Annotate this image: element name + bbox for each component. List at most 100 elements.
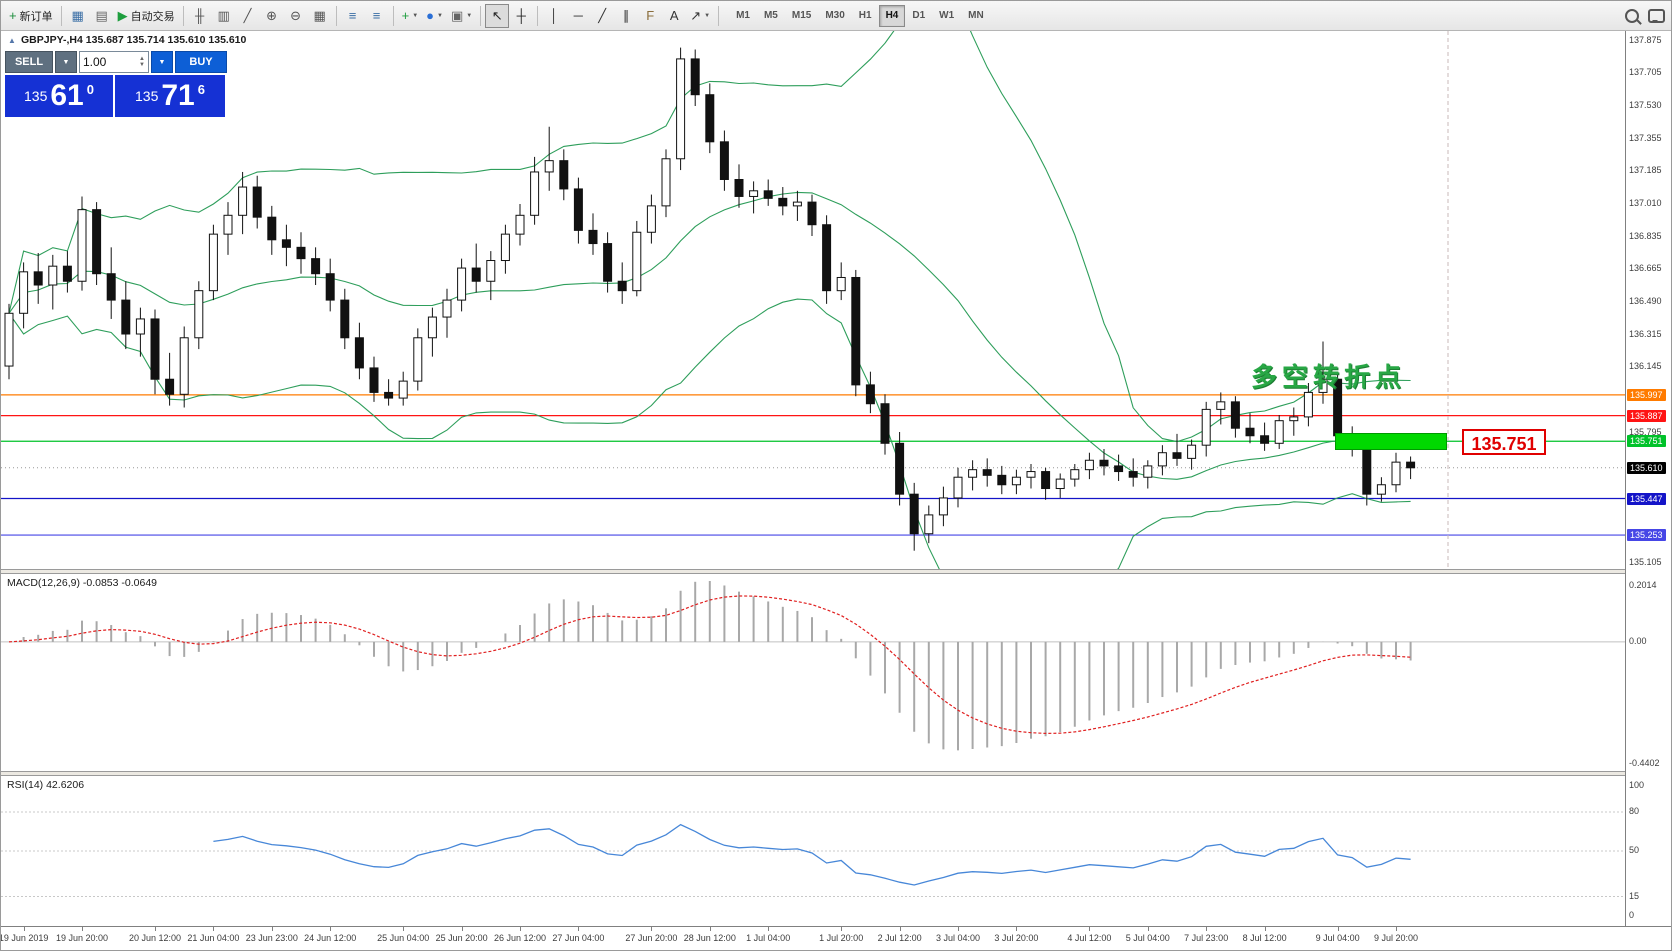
zoom-in-icon: ⊕ [266,8,278,23]
time-tick [1147,927,1149,931]
time-scale[interactable]: 19 Jun 2019 19 Jun 20:00 20 Jun 12:00 21 Ju… [1,926,1671,948]
search-button[interactable] [1620,4,1644,28]
time-label: 20 Jun 12:00 [128,933,182,943]
time-label: 25 Jun 04:00 [377,933,430,943]
time-tick [82,927,83,931]
time-label: 23 Jun 23:00 [245,933,298,943]
zoom-in-button[interactable]: ⊕ [260,4,284,28]
one-click-toggle-icon[interactable]: ▲ [8,36,16,45]
timeframe-m30-button[interactable]: M30 [818,5,851,27]
timeframe-w1-button[interactable]: W1 [932,5,961,27]
profiles-button[interactable]: ▤ [90,4,114,28]
rsi-header: RSI(14) 42.6206 [7,779,85,791]
horizontal-line-button[interactable]: ─ [566,4,590,28]
time-tick [461,927,463,931]
sort-asc-button[interactable]: ≡ [341,4,365,28]
channel-button[interactable]: ∥ [614,4,638,28]
chevron-down-icon: ▼ [412,12,419,19]
arrows-button[interactable]: ↗ ▼ [686,4,714,28]
sell-price-quote[interactable]: 135 61 0 [5,75,113,117]
price-tick: 136.835 [1629,230,1662,241]
time-label: 2 Jul 12:00 [877,933,922,943]
trendline-button[interactable]: ╱ [590,4,614,28]
sort-desc-button[interactable]: ≡ [365,4,389,28]
timeframe-h4-button[interactable]: H4 [878,4,906,27]
highlight-zone[interactable] [1335,433,1447,450]
chart-annotation[interactable]: 多空转折点 [1251,362,1407,392]
time-label: 4 Jul 12:00 [1067,933,1112,943]
price-scale[interactable]: 137.875 137.705 137.530 137.355 137.185 137.0… [1625,31,1671,948]
time-label: 24 Jun 12:00 [304,933,357,943]
objects-button[interactable]: ▣ ▼ [447,4,476,28]
price-tick: 137.185 [1629,165,1662,176]
timeframe-m5-button[interactable]: M5 [757,5,785,27]
fibonacci-icon: F [646,8,655,23]
time-label: 1 Jul 04:00 [746,933,791,943]
rsi-scale-tick: 100 [1629,780,1645,790]
rsi-scale-tick: 80 [1629,806,1640,816]
volume-input[interactable]: 1.00 ▲ ▼ [79,51,149,73]
charts-icon: ▦ [71,8,84,23]
timeframe-m1-button[interactable]: M1 [729,5,757,27]
fibonacci-button[interactable]: F [638,4,662,28]
time-label: 3 Jul 20:00 [994,933,1039,943]
timeframe-d1-button[interactable]: D1 [905,5,932,27]
charts-button[interactable]: ▦ [66,4,90,28]
time-tick [23,927,25,931]
crosshair-button[interactable]: ┼ [509,4,533,28]
time-tick [1089,927,1091,931]
new-order-button[interactable]: + 新订单 [5,4,57,28]
panel-divider[interactable] [1,771,1671,776]
time-tick [1264,927,1266,931]
sell-button[interactable]: SELL [5,51,53,73]
timeframe-m15-button[interactable]: M15 [785,5,818,27]
panel-divider[interactable] [1,569,1671,574]
toolbar-buttons: ▦ ▤ ▶ 自动交易 ╫ ▥ ╱ ⊕ ⊖ ▦ ≡ ≡ + ▼ ● ▼ ▣ ▼ ↖ ┼ │ ─ ╱ ∥ F A ↗ ▼ [66,3,714,28]
profiles-icon: ▤ [95,8,108,23]
toolbar-separator [335,5,337,26]
channel-icon: ∥ [622,8,630,23]
tile-windows-button[interactable]: ▦ [308,4,332,28]
bar-chart-button[interactable]: ╫ [188,4,212,28]
toolbar-separator [718,5,720,26]
buy-dropdown[interactable]: ▼ [151,51,173,73]
time-label: 21 Jun 04:00 [187,933,240,943]
timeframe-mn-button[interactable]: MN [961,5,991,27]
horizontal-line-icon: ─ [573,8,583,23]
buy-button[interactable]: BUY [175,51,227,73]
toolbar-separator [537,5,539,26]
candlestick-chart[interactable] [1,31,1627,569]
sort-asc-icon: ≡ [348,8,357,23]
auto-trading-label: 自动交易 [130,10,175,23]
level-price-badge: 135.887 [1627,409,1666,422]
chevron-down-icon: ▼ [704,12,711,19]
price-tick: 135.795 [1629,426,1662,437]
auto-trading-button[interactable]: ▶ 自动交易 [114,4,179,28]
vertical-line-button[interactable]: │ [542,4,566,28]
cycles-button[interactable]: ● ▼ [422,4,447,28]
volume-spinner[interactable]: ▲ ▼ [139,56,145,68]
time-label: 25 Jun 20:00 [435,933,488,943]
chat-button[interactable] [1644,4,1669,28]
candlestick-mode-button[interactable]: ▥ [212,4,236,28]
toolbar-separator [480,5,482,26]
line-chart-mode-icon: ╱ [243,8,252,23]
cursor-button[interactable]: ↖ [485,3,510,28]
text-button[interactable]: A [662,4,686,28]
line-chart-mode-button[interactable]: ╱ [236,4,260,28]
rsi-panel[interactable] [1,776,1627,926]
indicators-button[interactable]: + ▼ [398,4,423,28]
buy-price-quote[interactable]: 135 71 6 [115,75,225,117]
time-label: 9 Jul 04:00 [1315,933,1360,943]
zoom-out-button[interactable]: ⊖ [284,4,308,28]
timeframe-h1-button[interactable]: H1 [852,5,879,27]
macd-scale-tick: -0.4402 [1629,757,1660,768]
toolbar-separator [60,5,62,26]
sell-dropdown[interactable]: ▼ [55,51,77,73]
trendline-icon: ╱ [598,8,607,23]
macd-scale-tick: 0.2014 [1629,580,1657,590]
price-level-label[interactable]: 135.751 [1462,429,1546,455]
macd-panel[interactable] [1,574,1627,771]
objects-icon: ▣ [450,8,464,23]
